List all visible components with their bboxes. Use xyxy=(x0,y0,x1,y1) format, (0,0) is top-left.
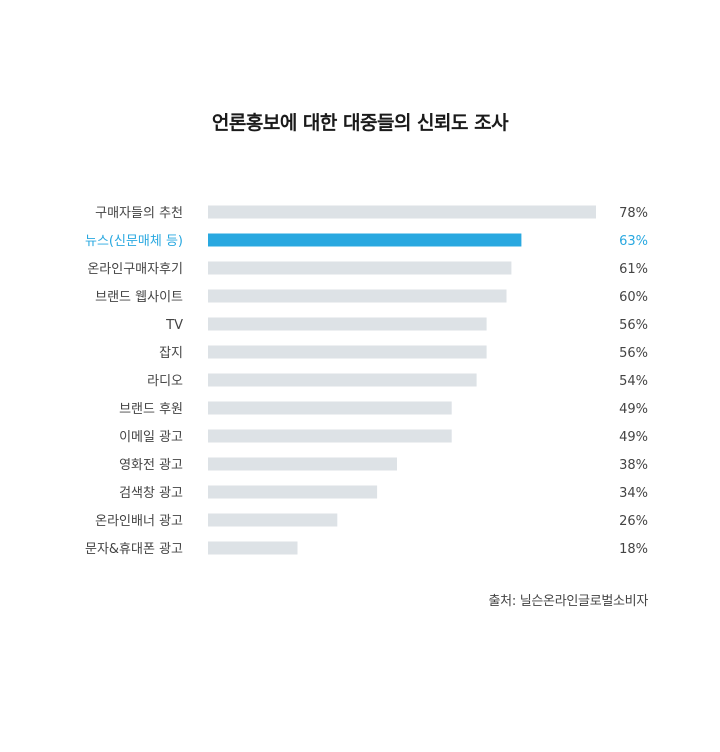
category-label: 라디오 xyxy=(147,374,183,389)
bar xyxy=(208,205,596,219)
bar xyxy=(208,373,477,387)
category-label: 브랜드 후원 xyxy=(119,402,183,417)
value-label: 49% xyxy=(619,430,648,445)
value-label: 49% xyxy=(619,402,648,417)
bar-highlight xyxy=(208,233,522,247)
value-label: 56% xyxy=(619,318,648,333)
source-note: 출처: 닐슨온라인글로벌소비자 xyxy=(488,594,649,609)
category-label: 온라인배너 광고 xyxy=(95,514,183,529)
category-label: 문자&휴대폰 광고 xyxy=(85,542,183,557)
value-label: 18% xyxy=(619,542,648,557)
bar xyxy=(208,289,507,303)
bar xyxy=(208,513,338,527)
value-label: 56% xyxy=(619,346,648,361)
category-label: TV xyxy=(165,318,183,333)
chart-title: 언론홍보에 대한 대중들의 신뢰도 조사 xyxy=(211,112,509,134)
value-label: 34% xyxy=(619,486,648,501)
category-label: 잡지 xyxy=(159,346,183,361)
category-label: 구매자들의 추천 xyxy=(95,206,183,221)
bar xyxy=(208,457,397,471)
bar xyxy=(208,317,487,331)
value-label: 63% xyxy=(619,234,648,249)
category-label: 온라인구매자후기 xyxy=(87,262,183,277)
bar xyxy=(208,485,378,499)
value-label: 26% xyxy=(619,514,648,529)
category-label: 브랜드 웹사이트 xyxy=(95,290,183,305)
bar xyxy=(208,429,452,443)
category-label: 영화전 광고 xyxy=(119,458,183,473)
category-label: 이메일 광고 xyxy=(119,430,183,445)
category-label: 뉴스(신문매체 등) xyxy=(85,234,183,249)
value-label: 38% xyxy=(619,458,648,473)
category-label: 검색창 광고 xyxy=(119,486,183,501)
bar xyxy=(208,345,487,359)
bar xyxy=(208,401,452,415)
bar xyxy=(208,261,512,275)
value-label: 54% xyxy=(619,374,648,389)
value-label: 78% xyxy=(619,206,648,221)
bar xyxy=(208,541,298,555)
value-label: 60% xyxy=(619,290,648,305)
value-label: 61% xyxy=(619,262,648,277)
